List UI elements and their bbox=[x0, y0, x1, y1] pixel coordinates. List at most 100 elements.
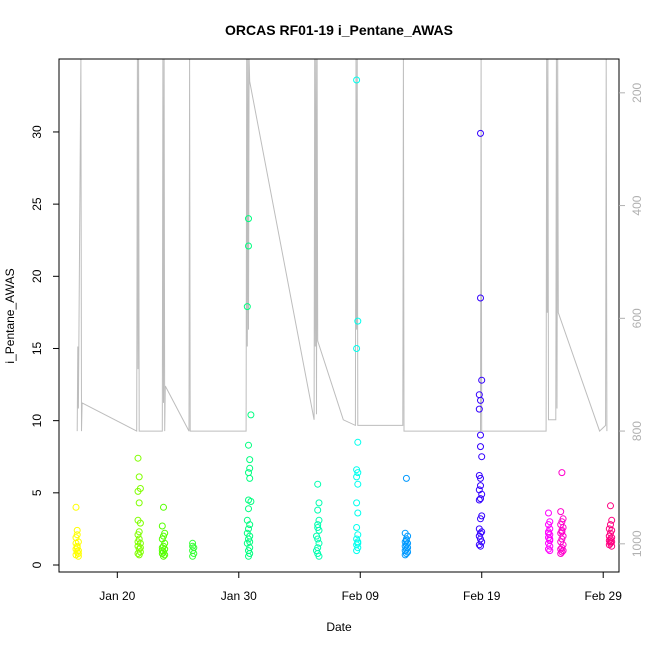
data-point bbox=[247, 411, 255, 419]
data-point bbox=[243, 303, 251, 311]
data-point bbox=[402, 550, 410, 557]
data-point bbox=[314, 506, 322, 514]
data-point bbox=[136, 519, 144, 527]
y-tick-label: 20 bbox=[30, 269, 44, 283]
data-point bbox=[158, 547, 166, 555]
right-tick-label: 1000 bbox=[630, 530, 644, 557]
data-point bbox=[354, 539, 362, 547]
data-point bbox=[134, 538, 142, 546]
right-axis: 200 400 600 800 1000 bbox=[619, 82, 644, 557]
x-tick-label: Jan 20 bbox=[99, 589, 135, 603]
data-point bbox=[315, 552, 323, 560]
data-point bbox=[477, 542, 484, 550]
data-point bbox=[478, 490, 486, 498]
data-point bbox=[608, 542, 616, 550]
data-point bbox=[478, 376, 486, 384]
data-point bbox=[477, 396, 484, 404]
data-point bbox=[353, 473, 361, 481]
data-point bbox=[246, 474, 254, 482]
data-point bbox=[245, 505, 252, 513]
data-point bbox=[557, 508, 565, 516]
data-point bbox=[135, 473, 143, 481]
data-point bbox=[558, 528, 566, 536]
data-point bbox=[546, 547, 554, 555]
data-point bbox=[607, 502, 614, 510]
chart-title: ORCAS RF01-19 i_Pentane_AWAS bbox=[225, 22, 453, 38]
data-point bbox=[73, 544, 81, 552]
x-tick-label: Feb 09 bbox=[342, 589, 380, 603]
data-point bbox=[401, 551, 409, 559]
right-tick-label: 800 bbox=[630, 421, 644, 441]
data-point bbox=[189, 539, 197, 547]
data-point bbox=[354, 531, 362, 539]
data-point bbox=[477, 474, 484, 482]
x-axis-label: Date bbox=[326, 620, 352, 634]
data-point bbox=[545, 509, 552, 517]
data-point bbox=[353, 547, 361, 555]
data-point bbox=[475, 496, 483, 504]
data-point bbox=[245, 525, 252, 533]
data-point bbox=[134, 531, 142, 539]
right-tick-label: 600 bbox=[630, 308, 644, 328]
data-point bbox=[314, 480, 322, 488]
data-point bbox=[315, 499, 323, 507]
data-point bbox=[73, 526, 81, 534]
data-point bbox=[545, 521, 552, 529]
data-point bbox=[134, 454, 142, 462]
data-point bbox=[402, 537, 410, 544]
data-point bbox=[353, 524, 361, 531]
data-point bbox=[353, 76, 361, 84]
data-point bbox=[247, 498, 255, 505]
data-point bbox=[608, 516, 616, 524]
data-point bbox=[477, 495, 484, 503]
data-point bbox=[558, 548, 566, 556]
data-point bbox=[354, 509, 362, 517]
y-tick-label: 25 bbox=[30, 197, 44, 211]
data-point bbox=[74, 552, 82, 560]
data-point bbox=[558, 469, 566, 477]
altitude-track bbox=[76, 58, 608, 432]
plot-frame bbox=[58, 58, 620, 573]
data-point bbox=[353, 345, 361, 352]
data-point bbox=[160, 503, 167, 511]
data-point bbox=[353, 499, 361, 507]
data-point bbox=[246, 538, 254, 546]
data-point bbox=[246, 521, 254, 529]
x-tick-label: Jan 30 bbox=[221, 589, 257, 603]
data-point bbox=[136, 544, 144, 552]
y-axis-label: i_Pentane_AWAS bbox=[3, 268, 17, 363]
y-tick-label: 0 bbox=[30, 561, 44, 568]
data-point bbox=[557, 550, 565, 557]
data-point bbox=[477, 482, 484, 490]
data-point bbox=[314, 535, 322, 543]
data-point bbox=[477, 443, 484, 451]
data-point bbox=[402, 474, 410, 482]
data-point bbox=[546, 535, 554, 543]
data-point bbox=[243, 529, 251, 537]
data-point bbox=[245, 215, 252, 223]
data-point bbox=[72, 539, 80, 547]
data-point bbox=[245, 552, 252, 560]
data-point bbox=[477, 129, 484, 137]
data-point bbox=[134, 487, 142, 495]
y-axis: 0 5 10 15 20 25 30 bbox=[30, 125, 59, 568]
right-tick-label: 400 bbox=[630, 195, 644, 215]
data-point bbox=[73, 531, 81, 539]
data-point bbox=[545, 545, 552, 553]
data-point bbox=[189, 542, 197, 550]
data-point bbox=[607, 538, 614, 546]
data-point bbox=[477, 431, 484, 439]
data-point bbox=[477, 515, 484, 523]
data-point bbox=[354, 438, 362, 446]
y-tick-label: 30 bbox=[30, 125, 44, 139]
data-point bbox=[72, 503, 80, 511]
data-point bbox=[477, 294, 484, 302]
data-point bbox=[315, 539, 323, 547]
x-axis: Jan 20 Jan 30 Feb 09 Feb 19 Feb 29 bbox=[99, 572, 622, 603]
data-point bbox=[135, 551, 143, 559]
data-point bbox=[245, 441, 252, 449]
data-point bbox=[245, 242, 252, 250]
data-point bbox=[314, 524, 322, 531]
data-point bbox=[315, 516, 323, 524]
